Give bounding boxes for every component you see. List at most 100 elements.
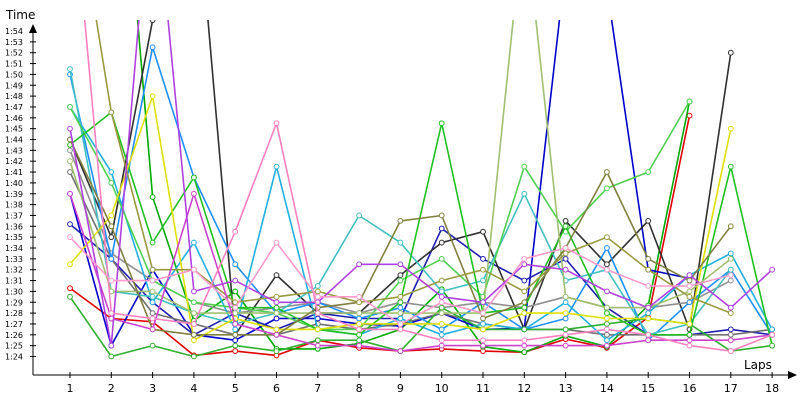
y-tick-label: 1:36	[5, 222, 23, 231]
series-point	[686, 337, 693, 344]
series-point	[562, 217, 569, 224]
series-point	[232, 299, 239, 306]
series-point	[604, 234, 610, 241]
y-axis-arrow	[29, 24, 37, 33]
series-point	[397, 326, 404, 333]
series-point	[191, 310, 197, 317]
y-tick-label: 1:50	[5, 70, 23, 79]
y-tick-label: 1:53	[5, 38, 23, 47]
series-20	[83, 20, 775, 354]
series-point	[232, 326, 239, 333]
series-point	[397, 293, 404, 300]
series-21	[67, 234, 734, 327]
y-tick-label: 1:29	[5, 298, 23, 307]
series-point	[562, 310, 569, 317]
series-point	[232, 304, 239, 311]
y-tick-label: 1:42	[5, 157, 23, 166]
series-point	[232, 277, 239, 284]
series-point	[438, 331, 445, 338]
series-point	[604, 337, 610, 344]
series-point	[521, 190, 528, 197]
series-point	[604, 304, 610, 311]
y-tick-label: 1:43	[5, 146, 23, 155]
series-6	[67, 169, 775, 338]
series-point	[438, 321, 445, 327]
y-tick-label: 1:32	[5, 266, 23, 275]
series-point	[604, 326, 610, 333]
series-point	[480, 277, 486, 284]
series-point	[397, 277, 404, 284]
series-point	[273, 331, 280, 338]
series-point	[480, 321, 486, 327]
series-point	[480, 342, 486, 349]
series-point	[562, 326, 569, 333]
series-point	[645, 304, 652, 311]
series-point	[727, 331, 734, 338]
axes-layer: Time Laps	[5, 8, 797, 379]
series-point	[562, 293, 569, 300]
series-point	[397, 239, 404, 246]
series-point	[108, 277, 115, 284]
series-point	[686, 283, 693, 289]
series-point	[67, 285, 73, 292]
series-point	[108, 223, 115, 230]
series-point	[67, 234, 73, 241]
series-point	[438, 326, 445, 333]
series-point	[149, 288, 156, 295]
x-tick-label: 10	[435, 382, 449, 395]
series-point	[604, 342, 610, 349]
series-point	[686, 288, 693, 295]
series-point	[232, 261, 239, 268]
series-15	[67, 20, 734, 317]
series-point	[604, 266, 610, 273]
y-tick-label: 1:48	[5, 92, 23, 101]
series-point	[397, 272, 404, 279]
series-point	[521, 277, 528, 284]
series-point	[438, 288, 445, 295]
y-tick-label: 1:35	[5, 233, 23, 242]
series-point	[397, 310, 404, 317]
series-point	[480, 337, 486, 344]
y-tick-label: 1:47	[5, 103, 23, 112]
series-point	[562, 342, 569, 349]
series-point	[686, 321, 693, 327]
series-point	[356, 331, 363, 338]
series-point	[149, 239, 156, 246]
series-point	[480, 266, 486, 273]
series-point	[356, 337, 363, 344]
series-point	[727, 326, 734, 333]
series-point	[727, 304, 734, 311]
series-point	[727, 266, 734, 273]
series-point	[314, 288, 321, 295]
series-point	[521, 261, 528, 268]
series-point	[67, 104, 73, 110]
series-point	[686, 98, 693, 105]
series-8	[67, 44, 775, 344]
series-point	[438, 225, 445, 232]
series-point	[149, 326, 156, 333]
series-point	[397, 348, 404, 354]
series-point	[191, 174, 197, 181]
series-point	[438, 299, 445, 306]
series-point	[149, 277, 156, 284]
series-point	[191, 337, 197, 344]
series-point	[397, 261, 404, 268]
series-point	[314, 283, 321, 289]
series-point	[397, 315, 404, 322]
series-point	[727, 277, 734, 284]
series-point	[108, 234, 115, 241]
series-point	[480, 315, 486, 322]
y-tick-label: 1:30	[5, 287, 23, 296]
series-point	[521, 255, 528, 262]
series-point	[397, 304, 404, 311]
series-point	[108, 342, 115, 349]
series-point	[727, 250, 734, 257]
series-point	[521, 163, 528, 170]
series-line	[69, 106, 773, 341]
series-point	[356, 321, 363, 327]
series-point	[67, 190, 73, 197]
series-point	[232, 337, 239, 344]
series-point	[273, 120, 280, 127]
series-point	[686, 331, 693, 338]
